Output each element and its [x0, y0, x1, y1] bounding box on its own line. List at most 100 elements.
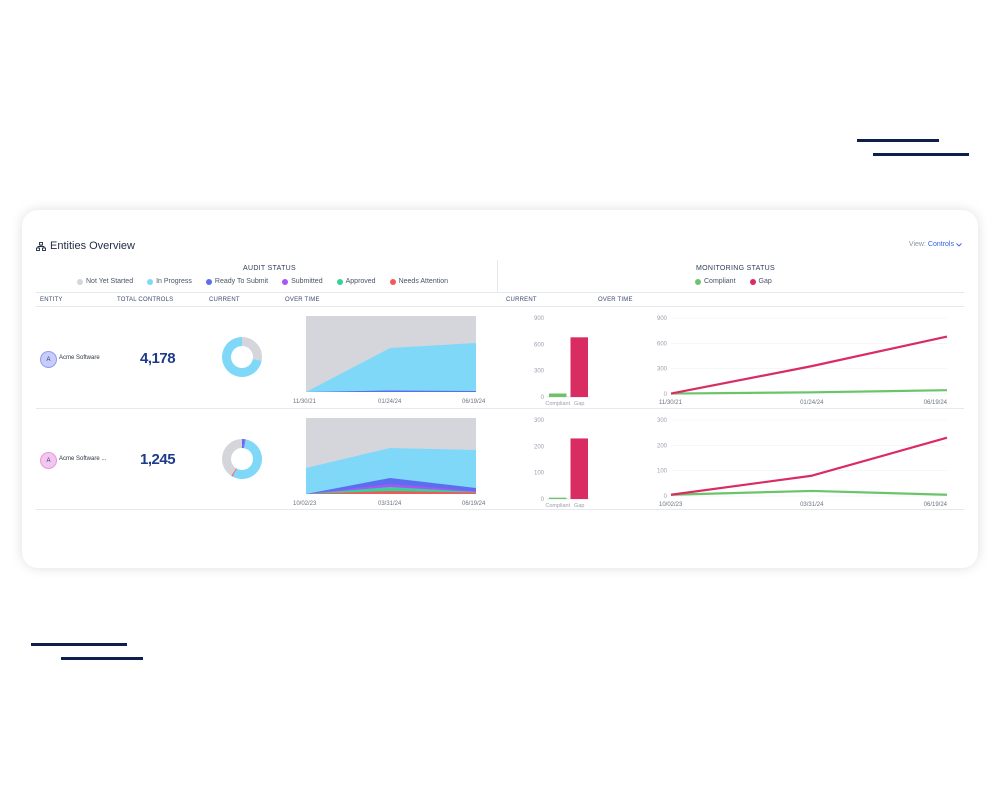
line-series-gap[interactable]: [670, 436, 948, 496]
area-in-progress: [306, 343, 476, 392]
area-needs-attention: [306, 491, 476, 494]
donut-slice: [222, 337, 262, 377]
bar-y-tick: 900: [534, 316, 545, 322]
bar-y-tick: 600: [534, 342, 545, 348]
line-x-tick: 11/30/21: [659, 400, 683, 406]
total-controls-value: 4,178: [140, 350, 176, 367]
bar-y-tick: 0: [541, 497, 545, 503]
view-selector[interactable]: View: Controls: [909, 241, 962, 248]
audit-over-time-area-chart: 11/30/21 01/24/24 06/19/24: [293, 316, 486, 405]
legend-label: Submitted: [291, 278, 323, 285]
line-y-tick: 0: [664, 494, 668, 500]
donut-slice: [222, 439, 242, 476]
audit-legend: Not Yet Started In Progress Ready To Submi…: [77, 278, 448, 285]
donut-slice: [232, 439, 262, 479]
header-divider: [36, 292, 964, 293]
audit-over-time-area-chart: 10/02/23 03/31/24 06/19/24: [293, 418, 486, 507]
bar-x-label: Compliant: [545, 401, 570, 407]
line-x-tick: 01/24/24: [800, 400, 824, 406]
audit-current-donut: [222, 337, 262, 377]
legend-item[interactable]: Compliant: [695, 278, 736, 285]
legend-item[interactable]: Submitted: [282, 278, 323, 285]
entity-avatar: A: [40, 452, 57, 469]
decor-line-bottom-2: [61, 657, 143, 660]
col-total-controls: TOTAL CONTROLS: [117, 297, 174, 303]
bar-gap[interactable]: [570, 337, 589, 397]
line-y-tick: 300: [657, 418, 668, 424]
legend-label: Gap: [758, 278, 772, 285]
line-series-compliant[interactable]: [670, 389, 948, 395]
view-value[interactable]: Controls: [927, 241, 954, 248]
legend-label: Approved: [345, 278, 376, 285]
audit-date-tick: 06/19/24: [462, 501, 486, 507]
bar-compliant[interactable]: [549, 393, 567, 397]
line-x-tick: 03/31/24: [800, 502, 824, 508]
legend-item[interactable]: Ready To Submit: [205, 278, 269, 285]
legend-label: Ready To Submit: [214, 278, 269, 285]
legend-label: Needs Attention: [398, 278, 449, 285]
line-y-tick: 100: [657, 469, 668, 475]
audit-area-group: [306, 418, 476, 494]
line-y-tick: 0: [664, 392, 668, 398]
monitoring-status-heading: MONITORING STATUS: [696, 265, 775, 272]
donut-slice: [231, 468, 237, 477]
entity-row[interactable]: A Acme Software ... 1,245 10/02/23 03/31…: [22, 409, 978, 509]
row-divider: [36, 408, 964, 409]
line-series-compliant[interactable]: [670, 489, 948, 496]
line-x-tick: 06/19/24: [924, 400, 948, 406]
entity-avatar: A: [40, 351, 57, 368]
monitoring-over-time-line-chart: 300 200 100 0 10/02/23 03/31/24 06/19/24: [657, 418, 948, 508]
card-title: Entities Overview: [36, 240, 135, 252]
bar-y-tick: 300: [534, 369, 545, 375]
bar-y-tick: 200: [534, 444, 545, 450]
legend-label: Not Yet Started: [86, 278, 134, 285]
columns-divider: [36, 306, 964, 307]
entities-overview-card: Entities Overview View: Controls AUDIT S…: [22, 210, 978, 568]
audit-current-donut: [222, 439, 262, 479]
bar-gap[interactable]: [570, 438, 589, 499]
legend-dot-icon: [282, 278, 289, 285]
card-title-text: Entities Overview: [50, 240, 135, 252]
bar-y-tick: 0: [541, 395, 545, 401]
chevron-down-icon[interactable]: [956, 242, 962, 247]
legend-dot-icon: [389, 278, 396, 285]
bar-y-tick: 100: [534, 471, 545, 477]
legend-label: In Progress: [156, 278, 192, 285]
bar-compliant[interactable]: [549, 497, 567, 499]
line-series-gap[interactable]: [670, 335, 948, 395]
section-divider: [497, 260, 498, 292]
legend-item[interactable]: Needs Attention: [389, 278, 449, 285]
audit-date-tick: 10/02/23: [293, 501, 317, 507]
donut-slice: [242, 439, 245, 449]
area-needs-attention: [306, 390, 476, 392]
audit-status-heading: AUDIT STATUS: [243, 265, 296, 272]
hierarchy-icon: [36, 241, 46, 251]
legend-dot-icon: [147, 278, 154, 285]
legend-item[interactable]: Not Yet Started: [77, 278, 133, 285]
monitoring-legend: Compliant Gap: [695, 278, 772, 285]
bar-x-label: Gap: [574, 503, 584, 509]
decor-line-bottom-1: [31, 643, 127, 646]
entity-name[interactable]: Acme Software: [59, 355, 100, 361]
decor-line-top-1: [857, 139, 939, 142]
entity-row[interactable]: A Acme Software 4,178 11/30/21 01/24/24 …: [22, 307, 978, 407]
bar-x-label: Gap: [574, 401, 584, 407]
bar-x-label: Compliant: [545, 503, 570, 509]
legend-dot-icon: [336, 278, 343, 285]
legend-label: Compliant: [704, 278, 736, 285]
line-y-tick: 600: [657, 341, 668, 347]
line-x-tick: 06/19/24: [924, 502, 948, 508]
row-divider: [36, 509, 964, 510]
legend-item[interactable]: Approved: [336, 278, 376, 285]
donut-slice: [243, 439, 246, 449]
entity-name[interactable]: Acme Software ...: [59, 456, 107, 462]
line-x-tick: 10/02/23: [659, 502, 683, 508]
legend-item[interactable]: In Progress: [147, 278, 192, 285]
area-in-progress: [306, 448, 476, 494]
legend-item[interactable]: Gap: [749, 278, 772, 285]
audit-area-group: [306, 316, 476, 392]
donut-slice: [242, 337, 262, 361]
line-y-tick: 900: [657, 316, 668, 322]
